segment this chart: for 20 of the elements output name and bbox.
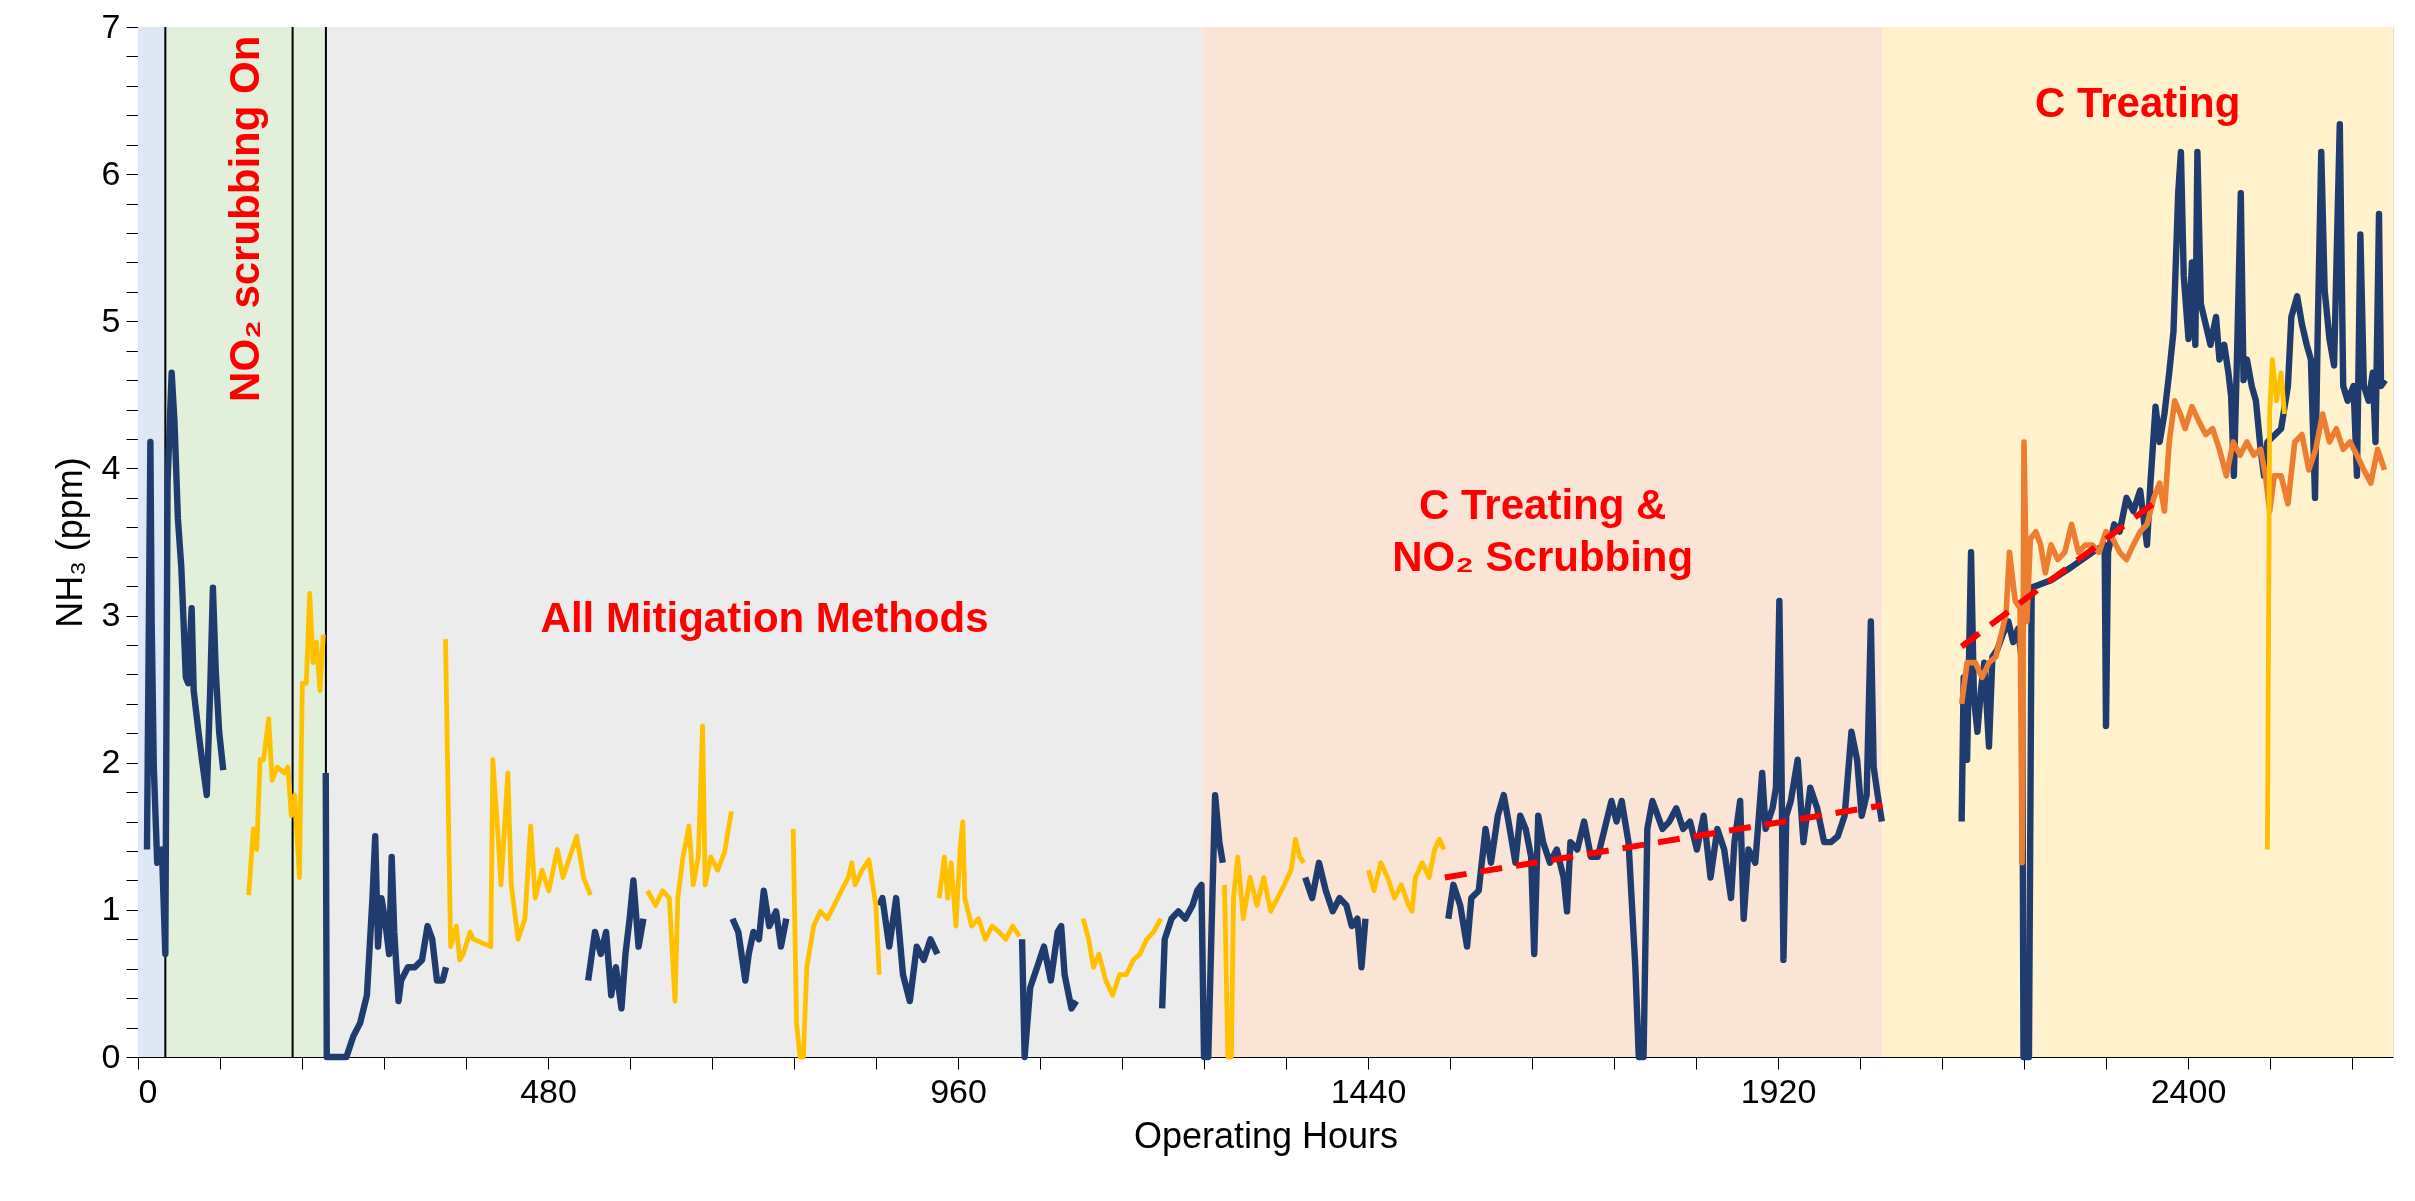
band-label: NO₂ scrubbing On xyxy=(220,35,268,402)
x-tick-label: 1920 xyxy=(1740,1071,1817,1110)
band-label: All Mitigation Methods xyxy=(540,594,989,642)
y-tick-label: 5 xyxy=(101,300,121,339)
y-tick-label: 2 xyxy=(101,742,121,781)
x-tick-label: 960 xyxy=(930,1071,987,1110)
y-tick-label: 3 xyxy=(101,595,121,634)
x-tick-label: 1440 xyxy=(1330,1071,1407,1110)
band-label: C Treating xyxy=(2034,79,2241,127)
x-tick-label: 2400 xyxy=(2150,1071,2227,1110)
band-label: C Treating & NO₂ Scrubbing xyxy=(1392,480,1694,580)
y-tick-label: 0 xyxy=(101,1036,121,1075)
x-tick-label: 0 xyxy=(138,1071,158,1110)
x-axis-title: Operating Hours xyxy=(1133,1114,1399,1156)
y-tick-label: 4 xyxy=(101,447,121,486)
y-tick-label: 7 xyxy=(101,6,121,45)
x-tick-label: 480 xyxy=(520,1071,577,1110)
y-tick-label: 6 xyxy=(101,153,121,192)
y-tick-label: 1 xyxy=(101,889,121,928)
y-axis-title: NH₃ (ppm) xyxy=(48,457,90,628)
